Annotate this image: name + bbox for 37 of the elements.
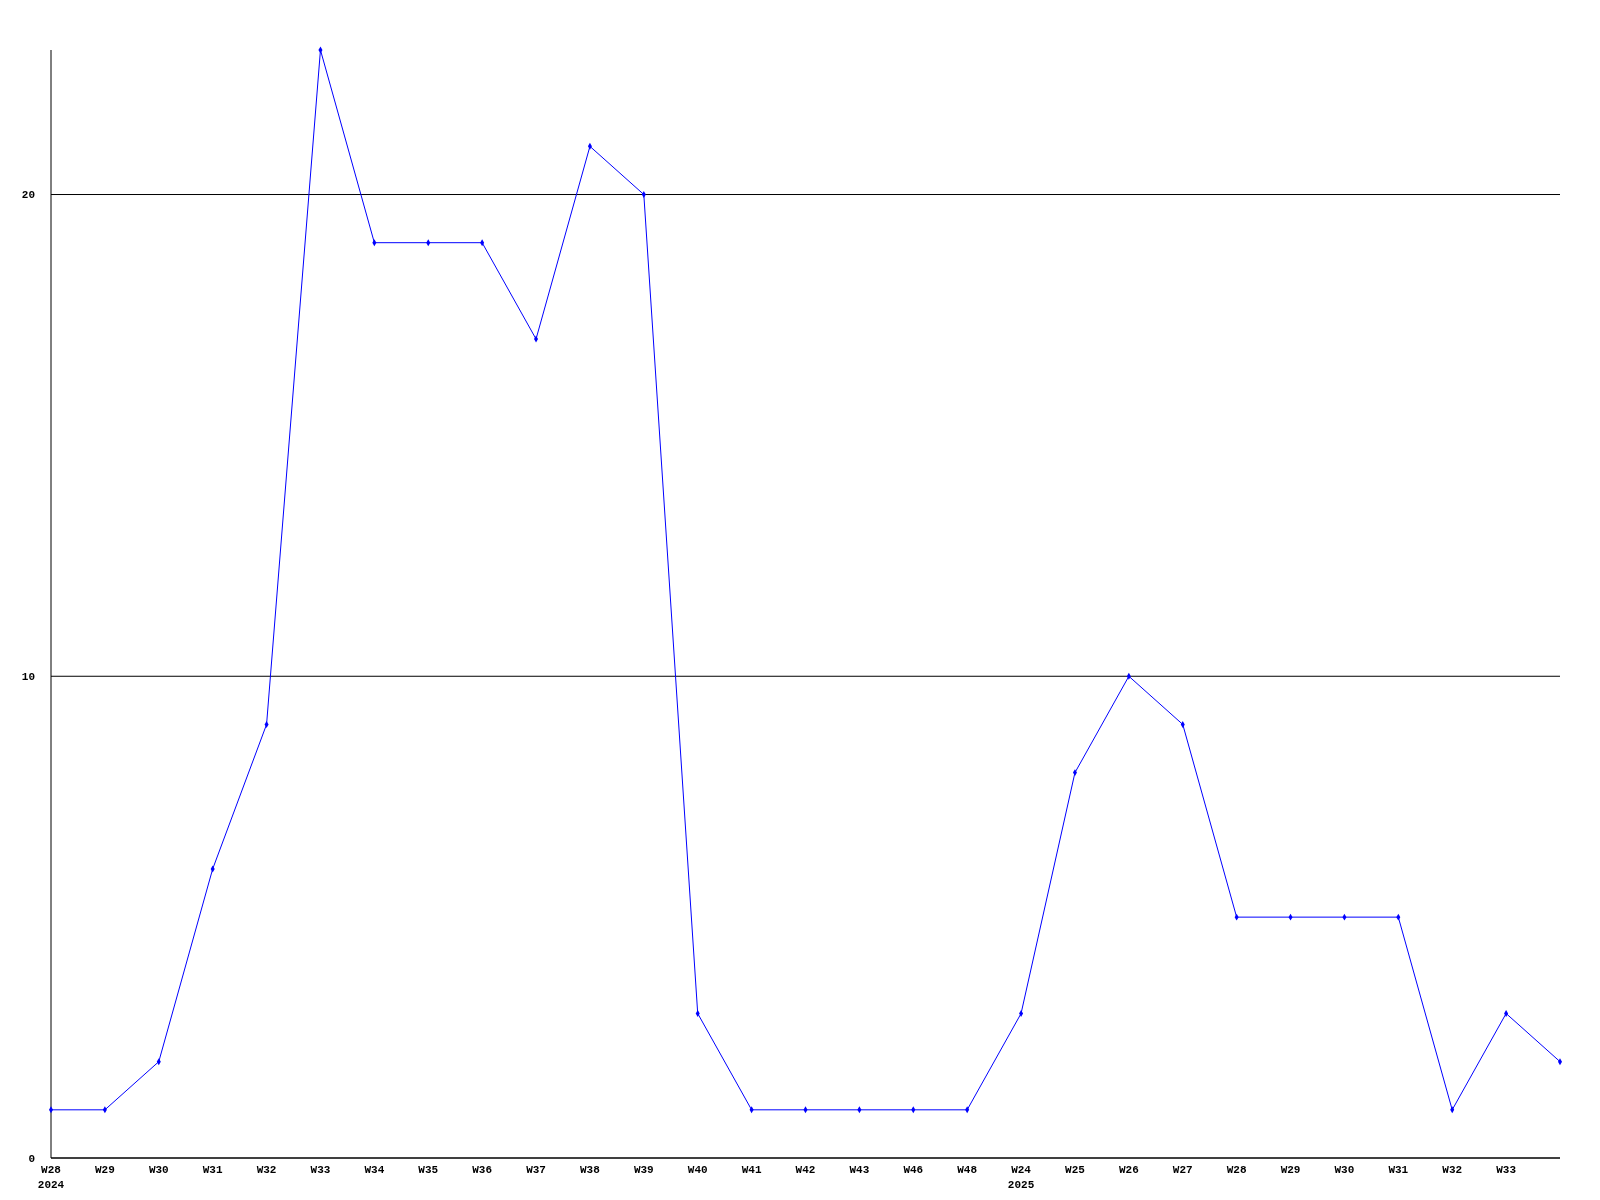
point — [695, 1010, 700, 1017]
x-tick-label: W33 — [1496, 1164, 1517, 1176]
x-tick-label: W31 — [1388, 1164, 1409, 1176]
point — [1019, 1010, 1024, 1017]
x-tick-label: W28 — [1226, 1164, 1247, 1176]
x-tick-label: W38 — [580, 1164, 601, 1176]
y-tick-label: 10 — [21, 671, 35, 684]
x-tick-label: W35 — [418, 1164, 439, 1176]
x-tick-label: W48 — [957, 1164, 978, 1176]
x-tick-label: W27 — [1172, 1164, 1193, 1176]
x-tick-label: W41 — [741, 1164, 762, 1176]
x-tick-label: W29 — [94, 1164, 115, 1176]
x-tick-label: W29 — [1280, 1164, 1301, 1176]
point — [48, 1106, 54, 1114]
x-tick-label: W40 — [687, 1164, 708, 1176]
point — [1557, 1058, 1563, 1066]
x-tick-label: W36 — [472, 1164, 493, 1176]
x-tick-label: W43 — [849, 1164, 870, 1176]
x-tick-label: W25 — [1065, 1164, 1086, 1176]
x-tick-label: W34 — [364, 1164, 385, 1176]
x-tick-label: W33 — [310, 1164, 331, 1176]
x-tick-label: W31 — [202, 1164, 223, 1176]
y-tick-label: 20 — [21, 189, 35, 202]
x-tick-label: W37 — [526, 1164, 546, 1176]
point — [1504, 1010, 1509, 1017]
x-tick-label: W30 — [1334, 1164, 1355, 1176]
y-tick-label: 0 — [28, 1152, 35, 1165]
x-tick-label: W28 2024 — [37, 1164, 65, 1191]
x-tick-label: W24 2025 — [1007, 1164, 1035, 1191]
x-tick-label: W32 — [1442, 1164, 1463, 1176]
x-tick-label: W46 — [903, 1164, 924, 1176]
x-tick-label: W42 — [795, 1164, 816, 1176]
x-tick-label: W32 — [256, 1164, 277, 1176]
x-tick-label: W39 — [633, 1164, 654, 1176]
x-tick-label: W26 — [1118, 1164, 1139, 1176]
x-tick-label: W30 — [148, 1164, 169, 1176]
point — [641, 191, 646, 198]
